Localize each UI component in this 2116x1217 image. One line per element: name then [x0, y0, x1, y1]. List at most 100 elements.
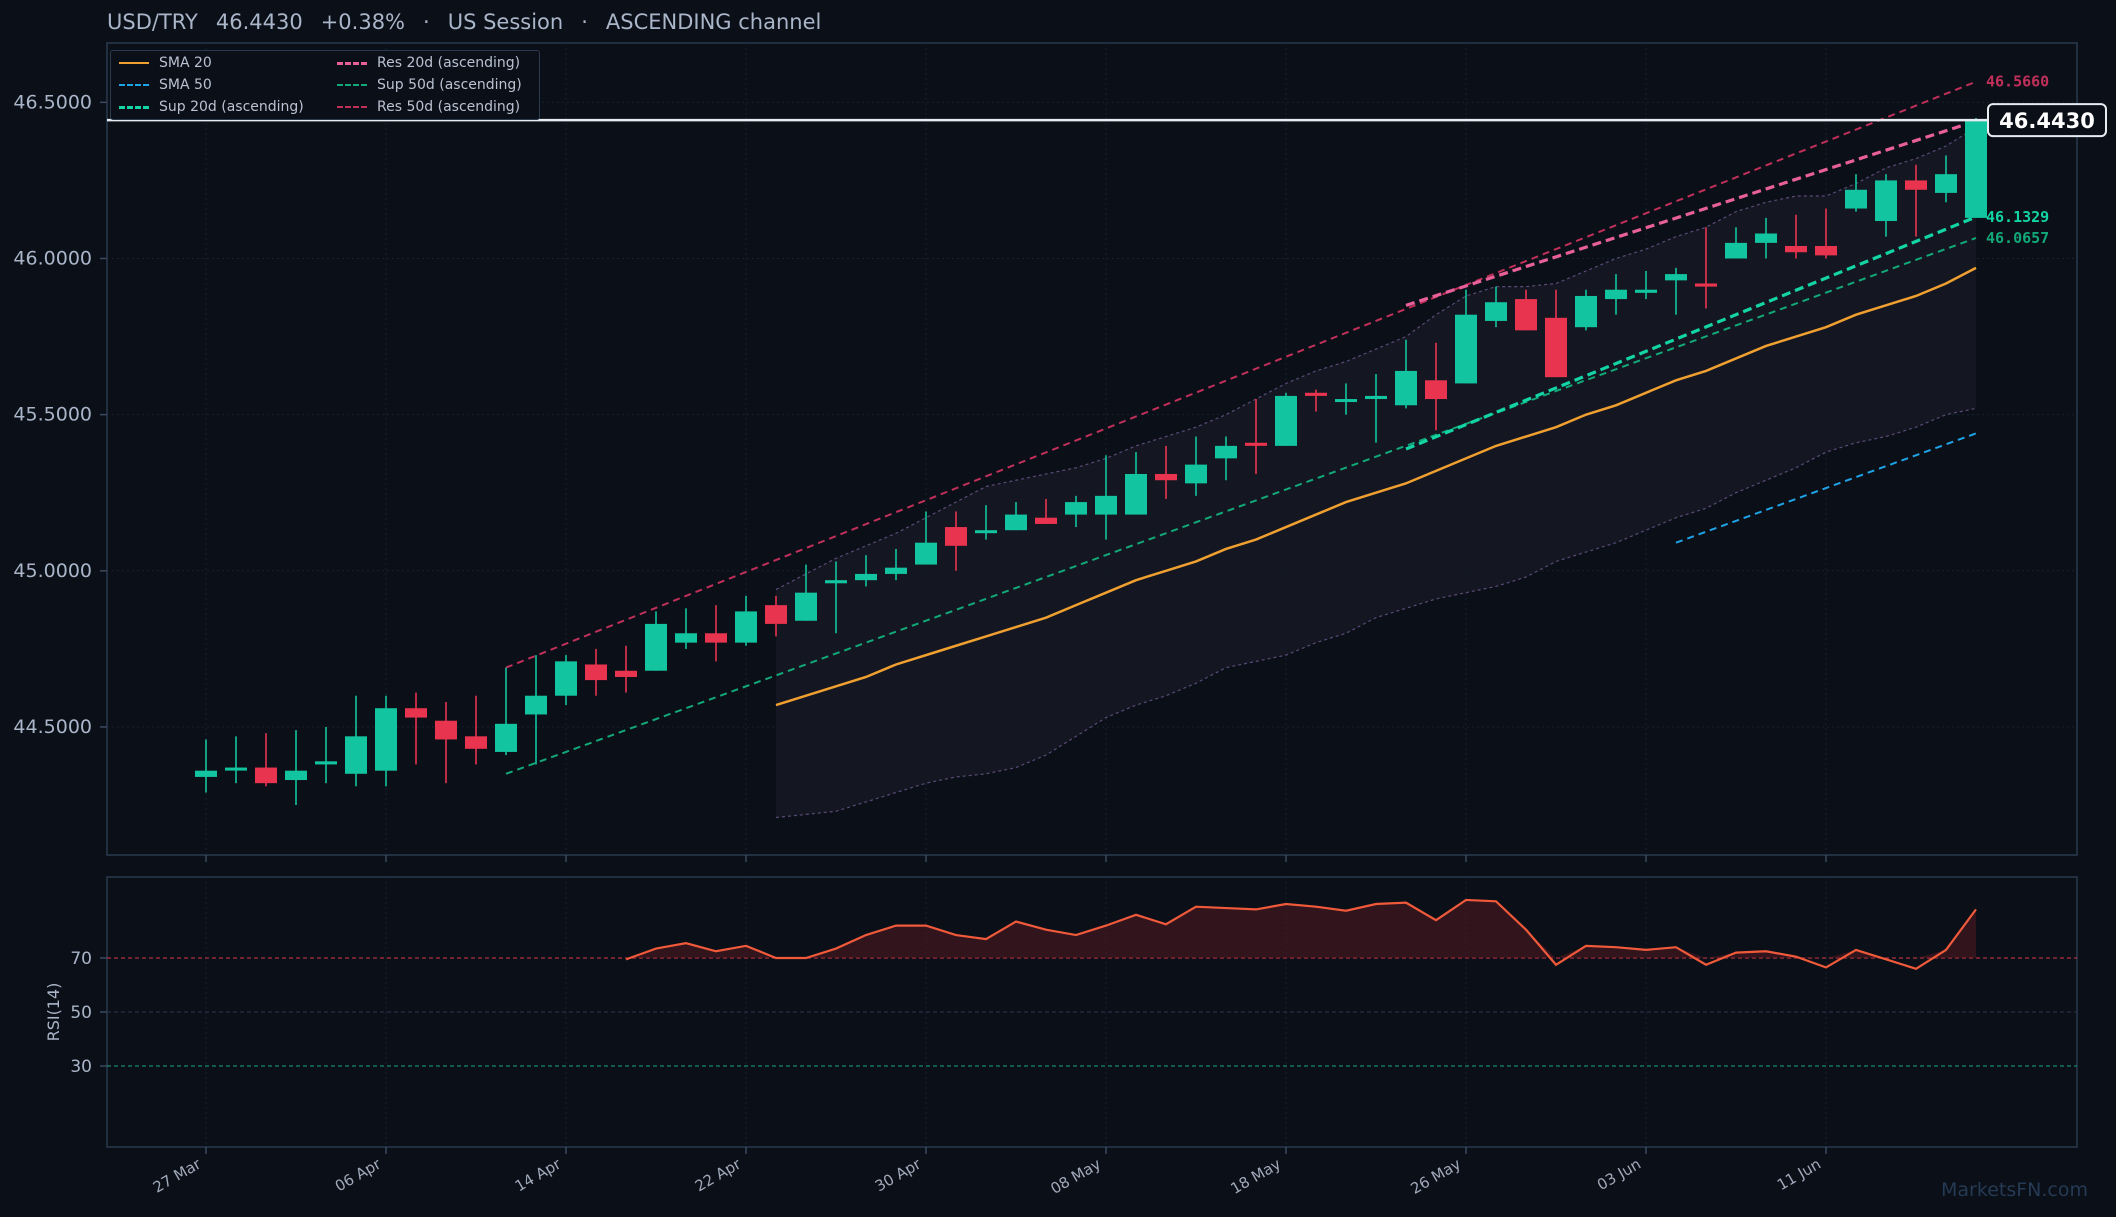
candle-body [615, 670, 637, 677]
line-end-label: 46.1329 [1986, 208, 2049, 226]
legend-item: SMA 50 [119, 77, 212, 93]
candle-body [1665, 274, 1687, 281]
time-tick-label: 08 May [1047, 1155, 1104, 1198]
candle-body [1695, 283, 1717, 287]
candle-body [825, 580, 847, 584]
line-sma-50 [1675, 432, 1977, 544]
line-sup-20d-ascending- [1405, 215, 1977, 451]
candle-body [1035, 517, 1057, 524]
candle-body [285, 770, 307, 781]
candle-body [405, 708, 427, 718]
line-end-label: 46.0657 [1986, 229, 2049, 247]
candle-body [1395, 370, 1417, 406]
legend-label: SMA 50 [159, 77, 212, 93]
rsi-tick-label: 30 [70, 1057, 92, 1077]
time-tick-label: 18 May [1227, 1155, 1284, 1198]
candle-body [1485, 302, 1507, 321]
line-sup-50d-ascending- [505, 237, 1977, 775]
candlesticks [195, 117, 1987, 806]
header-session: US Session [447, 10, 564, 34]
price-tick-label: 45.5000 [13, 404, 92, 426]
candle-body [1815, 246, 1837, 256]
header-sep-2: · [581, 10, 588, 34]
legend-swatch [337, 61, 367, 65]
candle-body [795, 592, 817, 621]
candle-body [225, 767, 247, 771]
candle-body [1965, 121, 1987, 218]
time-tick-label: 03 Jun [1594, 1155, 1644, 1194]
line-res-20d-ascending- [1405, 119, 1977, 307]
candle-body [555, 661, 577, 696]
candle-body [1335, 399, 1357, 403]
candle-body [1305, 392, 1327, 396]
header-price: 46.4430 [215, 10, 303, 34]
rsi-series [107, 898, 2077, 1067]
candle-body [1725, 242, 1747, 259]
candle-body [855, 573, 877, 581]
last-price-badge [1987, 103, 2107, 138]
candle-body [1635, 289, 1657, 293]
legend-item: Res 50d (ascending) [337, 99, 520, 115]
price-tick-label: 45.0000 [13, 560, 92, 582]
time-tick-label: 14 Apr [512, 1154, 565, 1195]
chart-legend: SMA 20 SMA 50 Sup 20d (ascending) Res 20d (… [110, 50, 540, 120]
candle-body [705, 633, 727, 643]
candle-body [1005, 514, 1027, 531]
candle-body [525, 695, 547, 715]
rsi-line [625, 898, 1977, 971]
candle-body [1755, 233, 1777, 243]
legend-item: Res 20d (ascending) [337, 55, 520, 71]
channel-lines: 46.0657 46.5660 46.1329 [505, 73, 2049, 775]
last-price-label: 46.4430 [1999, 109, 2095, 133]
candle-body [1065, 502, 1087, 515]
header-change: +0.38% [320, 10, 406, 34]
rsi-axis-label: RSI(14) [44, 983, 63, 1042]
time-tick-label: 26 May [1407, 1155, 1464, 1198]
candle-body [345, 736, 367, 774]
candle-body [585, 664, 607, 681]
candle-body [1845, 189, 1867, 209]
last-price-marker: 46.4430 [107, 103, 2107, 138]
legend-label: Res 20d (ascending) [377, 55, 521, 71]
candle-body [1215, 445, 1237, 459]
legend-item: Sup 50d (ascending) [337, 77, 522, 93]
candle-body [1125, 473, 1147, 515]
legend-swatch [119, 105, 149, 109]
rsi-tick-label: 70 [70, 949, 92, 969]
legend-item: SMA 20 [119, 55, 212, 71]
candle-body [765, 605, 787, 624]
candle-body [195, 770, 217, 777]
time-tick-label: 27 Mar [150, 1154, 205, 1196]
candle-body [1365, 395, 1387, 400]
candle-body [1905, 180, 1927, 190]
candle-body [1515, 299, 1537, 331]
header-channel: ASCENDING channel [605, 10, 822, 34]
candle-body [1875, 180, 1897, 222]
sma20-line [775, 266, 1977, 707]
time-tick-label: 30 Apr [872, 1154, 925, 1195]
legend-swatch [119, 84, 149, 86]
time-tick-label: 22 Apr [692, 1154, 745, 1195]
candle-body [1545, 317, 1567, 378]
candle-body [375, 708, 397, 771]
candle-body [495, 723, 517, 752]
legend-label: SMA 20 [159, 55, 212, 71]
header-sep-1: · [423, 10, 430, 34]
candle-body [315, 761, 337, 765]
line-end-label: 46.5660 [1986, 73, 2049, 91]
candle-body [1275, 395, 1297, 446]
rsi-overbought-fill [626, 899, 1976, 958]
chart-header: USD/TRY 46.4430 +0.38% · US Session · ASCENDIN… [107, 10, 839, 34]
band-lower-line [775, 407, 1977, 819]
candle-body [255, 767, 277, 784]
time-tick-label: 06 Apr [332, 1154, 385, 1195]
legend-swatch [119, 62, 149, 64]
candle-body [975, 530, 997, 534]
price-tick-label: 46.0000 [13, 247, 92, 269]
candle-body [885, 567, 907, 574]
band-upper-line [775, 126, 1977, 591]
candle-body [465, 736, 487, 749]
header-symbol: USD/TRY [107, 10, 198, 34]
rsi-tick-label: 50 [70, 1003, 92, 1023]
